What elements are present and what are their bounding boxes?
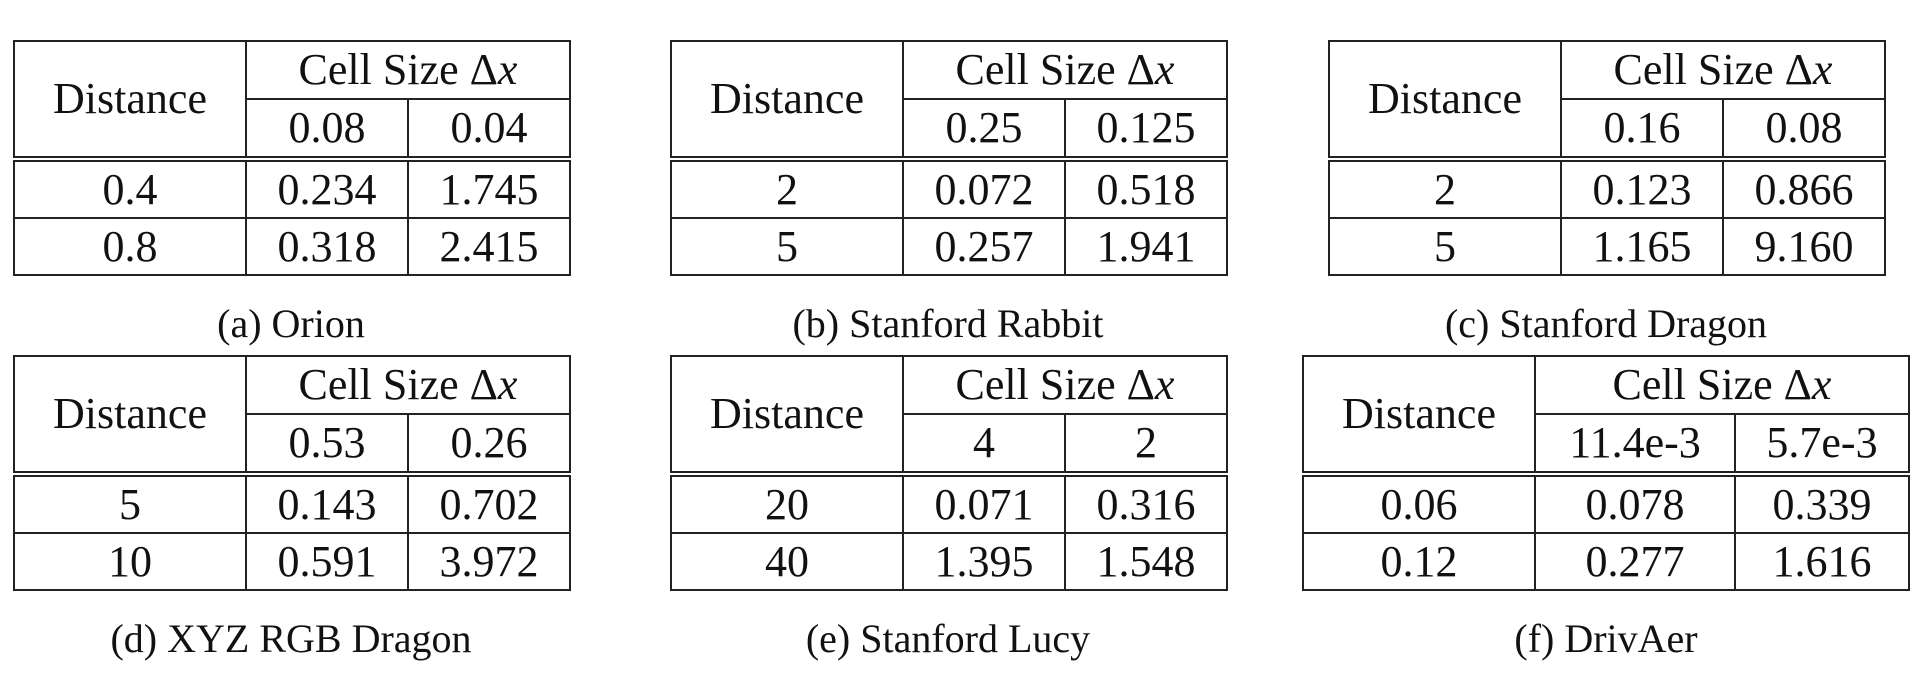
distance-header: Distance [670, 40, 904, 160]
distance-cell: 0.8 [13, 217, 247, 276]
value-cell: 0.078 [1534, 471, 1736, 534]
table-row: 0.06 0.078 0.339 [1302, 471, 1910, 534]
value-cell: 1.745 [407, 156, 571, 219]
cell-size-value: 0.08 [1722, 97, 1886, 161]
table-panel-orion: Distance Cell Size Δx 0.08 0.04 0.4 0.23… [13, 40, 571, 276]
table-panel-stanford-dragon: Distance Cell Size Δx 0.16 0.08 2 0.123 … [1328, 40, 1886, 276]
table-caption: (e) Stanford Lucy [805, 616, 1091, 661]
value-cell: 1.941 [1064, 217, 1228, 276]
table-row: 20 0.071 0.316 [670, 471, 1228, 534]
value-cell: 0.123 [1560, 156, 1724, 219]
results-table: Distance Cell Size Δx 11.4e-3 5.7e-3 0.0… [1302, 355, 1910, 591]
table-panel-stanford-rabbit: Distance Cell Size Δx 0.25 0.125 2 0.072… [670, 40, 1228, 276]
table-row: 0.4 0.234 1.745 [13, 156, 571, 219]
table-row: 10 0.591 3.972 [13, 532, 571, 591]
cell-size-value: 4 [902, 412, 1066, 476]
distance-header: Distance [13, 40, 247, 160]
distance-cell: 2 [1328, 156, 1562, 219]
cell-size-value: 5.7e-3 [1734, 412, 1910, 476]
results-table: Distance Cell Size Δx 4 2 20 0.071 0.316… [670, 355, 1228, 591]
cell-size-value: 0.53 [245, 412, 409, 476]
cell-size-value: 2 [1064, 412, 1228, 476]
table-caption: (b) Stanford Rabbit [792, 301, 1104, 346]
value-cell: 0.316 [1064, 471, 1228, 534]
distance-cell: 0.12 [1302, 532, 1536, 591]
cell-size-value: 0.16 [1560, 97, 1724, 161]
table-row: 5 0.257 1.941 [670, 217, 1228, 276]
value-cell: 1.395 [902, 532, 1066, 591]
value-cell: 0.591 [245, 532, 409, 591]
table-caption: (c) Stanford Dragon [1444, 301, 1768, 346]
value-cell: 0.518 [1064, 156, 1228, 219]
distance-header: Distance [670, 355, 904, 475]
distance-cell: 2 [670, 156, 904, 219]
table-row: 0.8 0.318 2.415 [13, 217, 571, 276]
cell-size-header: Cell Size Δx [1534, 355, 1910, 415]
distance-cell: 5 [670, 217, 904, 276]
value-cell: 0.071 [902, 471, 1066, 534]
table-row: 2 0.072 0.518 [670, 156, 1228, 219]
value-cell: 0.257 [902, 217, 1066, 276]
cell-size-header: Cell Size Δx [1560, 40, 1886, 100]
table-caption: (a) Orion [217, 301, 365, 346]
table-row: 2 0.123 0.866 [1328, 156, 1886, 219]
distance-header: Distance [1328, 40, 1562, 160]
results-table: Distance Cell Size Δx 0.08 0.04 0.4 0.23… [13, 40, 571, 276]
distance-cell: 20 [670, 471, 904, 534]
results-table: Distance Cell Size Δx 0.25 0.125 2 0.072… [670, 40, 1228, 276]
cell-size-header: Cell Size Δx [902, 355, 1228, 415]
table-caption: (d) XYZ RGB Dragon [110, 616, 472, 661]
cell-size-header: Cell Size Δx [902, 40, 1228, 100]
value-cell: 2.415 [407, 217, 571, 276]
value-cell: 0.702 [407, 471, 571, 534]
table-row: 0.12 0.277 1.616 [1302, 532, 1910, 591]
value-cell: 1.548 [1064, 532, 1228, 591]
distance-cell: 5 [13, 471, 247, 534]
value-cell: 9.160 [1722, 217, 1886, 276]
cell-size-value: 11.4e-3 [1534, 412, 1736, 476]
distance-header: Distance [1302, 355, 1536, 475]
distance-cell: 0.06 [1302, 471, 1536, 534]
results-table: Distance Cell Size Δx 0.16 0.08 2 0.123 … [1328, 40, 1886, 276]
cell-size-value: 0.08 [245, 97, 409, 161]
value-cell: 3.972 [407, 532, 571, 591]
table-row: 40 1.395 1.548 [670, 532, 1228, 591]
distance-header: Distance [13, 355, 247, 475]
value-cell: 0.143 [245, 471, 409, 534]
cell-size-value: 0.26 [407, 412, 571, 476]
table-panel-drivaer: Distance Cell Size Δx 11.4e-3 5.7e-3 0.0… [1302, 355, 1910, 591]
value-cell: 0.866 [1722, 156, 1886, 219]
table-caption: (f) DrivAer [1514, 616, 1698, 661]
value-cell: 0.072 [902, 156, 1066, 219]
table-panel-stanford-lucy: Distance Cell Size Δx 4 2 20 0.071 0.316… [670, 355, 1228, 591]
distance-cell: 10 [13, 532, 247, 591]
cell-size-value: 0.25 [902, 97, 1066, 161]
cell-size-header: Cell Size Δx [245, 355, 571, 415]
cell-size-value: 0.04 [407, 97, 571, 161]
value-cell: 1.616 [1734, 532, 1910, 591]
value-cell: 1.165 [1560, 217, 1724, 276]
value-cell: 0.339 [1734, 471, 1910, 534]
cell-size-header: Cell Size Δx [245, 40, 571, 100]
results-table: Distance Cell Size Δx 0.53 0.26 5 0.143 … [13, 355, 571, 591]
value-cell: 0.277 [1534, 532, 1736, 591]
cell-size-value: 0.125 [1064, 97, 1228, 161]
table-row: 5 0.143 0.702 [13, 471, 571, 534]
distance-cell: 40 [670, 532, 904, 591]
value-cell: 0.234 [245, 156, 409, 219]
table-row: 5 1.165 9.160 [1328, 217, 1886, 276]
distance-cell: 0.4 [13, 156, 247, 219]
table-panel-xyz-rgb-dragon: Distance Cell Size Δx 0.53 0.26 5 0.143 … [13, 355, 571, 591]
value-cell: 0.318 [245, 217, 409, 276]
distance-cell: 5 [1328, 217, 1562, 276]
